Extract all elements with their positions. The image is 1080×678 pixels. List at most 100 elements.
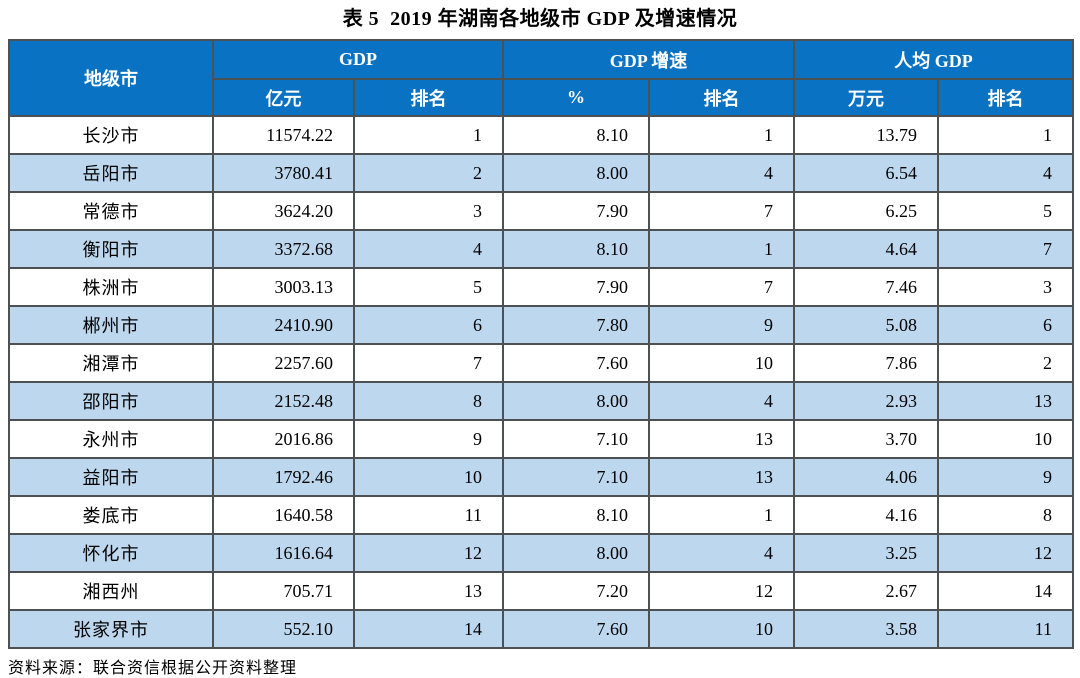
cell-gdp-rank: 6 xyxy=(353,305,504,345)
table-row: 怀化市 1616.64 12 8.00 4 3.25 12 xyxy=(8,533,1075,573)
cell-percap-value: 3.25 xyxy=(793,533,940,573)
cell-city: 怀化市 xyxy=(8,533,214,573)
cell-percap-value: 4.64 xyxy=(793,229,940,269)
cell-percap-rank: 10 xyxy=(937,419,1075,459)
cell-gdp-rank: 2 xyxy=(353,153,504,193)
cell-gdp-value: 3624.20 xyxy=(212,191,355,231)
cell-percap-value: 2.93 xyxy=(793,381,940,421)
table-title: 表 5 2019 年湖南各地级市 GDP 及增速情况 xyxy=(342,8,738,30)
cell-city: 岳阳市 xyxy=(8,153,214,193)
cell-percap-value: 2.67 xyxy=(793,571,940,611)
cell-percap-value: 13.79 xyxy=(793,115,940,155)
header-growth-rank: 排名 xyxy=(647,78,796,117)
cell-growth-value: 7.60 xyxy=(502,609,650,649)
cell-city: 株洲市 xyxy=(8,267,214,307)
cell-gdp-rank: 1 xyxy=(353,115,504,155)
cell-percap-rank: 13 xyxy=(937,381,1075,421)
header-gdp-rank: 排名 xyxy=(353,78,504,117)
table-header: 地级市 GDP GDP 增速 人均 GDP 亿元 排名 % 排名 万元 排名 xyxy=(8,39,1075,117)
cell-city: 湘潭市 xyxy=(8,343,214,383)
cell-growth-value: 7.90 xyxy=(502,267,650,307)
cell-city: 长沙市 xyxy=(8,115,214,155)
header-group-percapita-gdp: 人均 GDP xyxy=(793,39,1075,80)
cell-percap-rank: 4 xyxy=(937,153,1075,193)
cell-percap-rank: 11 xyxy=(937,609,1075,649)
cell-percap-rank: 8 xyxy=(937,495,1075,535)
table-row: 湘西州 705.71 13 7.20 12 2.67 14 xyxy=(8,571,1075,611)
cell-growth-rank: 13 xyxy=(647,419,796,459)
cell-growth-value: 8.00 xyxy=(502,381,650,421)
header-group-gdp: GDP xyxy=(212,39,504,80)
cell-gdp-rank: 13 xyxy=(353,571,504,611)
table-body: 长沙市 11574.22 1 8.10 1 13.79 1 岳阳市 3780.41 2 8.00 4 6… xyxy=(8,115,1075,649)
cell-growth-rank: 7 xyxy=(647,267,796,307)
cell-percap-rank: 2 xyxy=(937,343,1075,383)
cell-gdp-rank: 7 xyxy=(353,343,504,383)
cell-growth-rank: 1 xyxy=(647,115,796,155)
cell-gdp-value: 552.10 xyxy=(212,609,355,649)
cell-gdp-rank: 8 xyxy=(353,381,504,421)
header-sub-row: 亿元 排名 % 排名 万元 排名 xyxy=(9,78,1075,117)
header-group-gdp-growth: GDP 增速 xyxy=(501,39,796,80)
cell-gdp-value: 2016.86 xyxy=(212,419,355,459)
cell-growth-value: 7.60 xyxy=(502,343,650,383)
cell-gdp-rank: 12 xyxy=(353,533,504,573)
cell-gdp-value: 705.71 xyxy=(212,571,355,611)
cell-percap-rank: 3 xyxy=(937,267,1075,307)
cell-percap-value: 3.58 xyxy=(793,609,940,649)
source-note: 资料来源：联合资信根据公开资料整理 xyxy=(8,660,298,677)
cell-percap-value: 5.08 xyxy=(793,305,940,345)
cell-growth-rank: 4 xyxy=(647,153,796,193)
cell-growth-rank: 4 xyxy=(647,533,796,573)
cell-growth-value: 7.80 xyxy=(502,305,650,345)
cell-gdp-value: 2152.48 xyxy=(212,381,355,421)
cell-city: 邵阳市 xyxy=(8,381,214,421)
cell-city: 郴州市 xyxy=(8,305,214,345)
cell-gdp-rank: 11 xyxy=(353,495,504,535)
cell-growth-value: 8.00 xyxy=(502,533,650,573)
table-row: 邵阳市 2152.48 8 8.00 4 2.93 13 xyxy=(8,381,1075,421)
cell-growth-rank: 7 xyxy=(647,191,796,231)
gdp-table: 地级市 GDP GDP 增速 人均 GDP 亿元 排名 % 排名 万元 排名 长… xyxy=(8,39,1075,649)
cell-percap-value: 4.16 xyxy=(793,495,940,535)
cell-gdp-rank: 3 xyxy=(353,191,504,231)
cell-city: 衡阳市 xyxy=(8,229,214,269)
table-row: 衡阳市 3372.68 4 8.10 1 4.64 7 xyxy=(8,229,1075,269)
cell-city: 常德市 xyxy=(8,191,214,231)
cell-growth-rank: 4 xyxy=(647,381,796,421)
table-row: 湘潭市 2257.60 7 7.60 10 7.86 2 xyxy=(8,343,1075,383)
cell-gdp-value: 11574.22 xyxy=(212,115,355,155)
cell-growth-rank: 9 xyxy=(647,305,796,345)
cell-percap-rank: 6 xyxy=(937,305,1075,345)
cell-growth-value: 8.10 xyxy=(502,495,650,535)
cell-gdp-rank: 14 xyxy=(353,609,504,649)
cell-city: 娄底市 xyxy=(8,495,214,535)
cell-growth-value: 7.10 xyxy=(502,457,650,497)
cell-growth-rank: 1 xyxy=(647,495,796,535)
table-row: 长沙市 11574.22 1 8.10 1 13.79 1 xyxy=(8,115,1075,155)
cell-growth-value: 8.10 xyxy=(502,229,650,269)
cell-gdp-rank: 9 xyxy=(353,419,504,459)
cell-percap-value: 3.70 xyxy=(793,419,940,459)
cell-percap-rank: 7 xyxy=(937,229,1075,269)
table-row: 永州市 2016.86 9 7.10 13 3.70 10 xyxy=(8,419,1075,459)
cell-gdp-value: 2257.60 xyxy=(212,343,355,383)
cell-growth-rank: 12 xyxy=(647,571,796,611)
cell-percap-value: 7.46 xyxy=(793,267,940,307)
cell-growth-value: 7.90 xyxy=(502,191,650,231)
cell-gdp-rank: 10 xyxy=(353,457,504,497)
cell-city: 永州市 xyxy=(8,419,214,459)
cell-city: 湘西州 xyxy=(8,571,214,611)
header-percap-rank: 排名 xyxy=(937,78,1075,117)
cell-gdp-value: 3780.41 xyxy=(212,153,355,193)
cell-growth-rank: 10 xyxy=(647,609,796,649)
cell-gdp-value: 3372.68 xyxy=(212,229,355,269)
cell-growth-value: 7.20 xyxy=(502,571,650,611)
cell-percap-rank: 9 xyxy=(937,457,1075,497)
cell-percap-rank: 5 xyxy=(937,191,1075,231)
cell-percap-value: 6.54 xyxy=(793,153,940,193)
cell-gdp-rank: 5 xyxy=(353,267,504,307)
cell-gdp-value: 1616.64 xyxy=(212,533,355,573)
cell-gdp-rank: 4 xyxy=(353,229,504,269)
